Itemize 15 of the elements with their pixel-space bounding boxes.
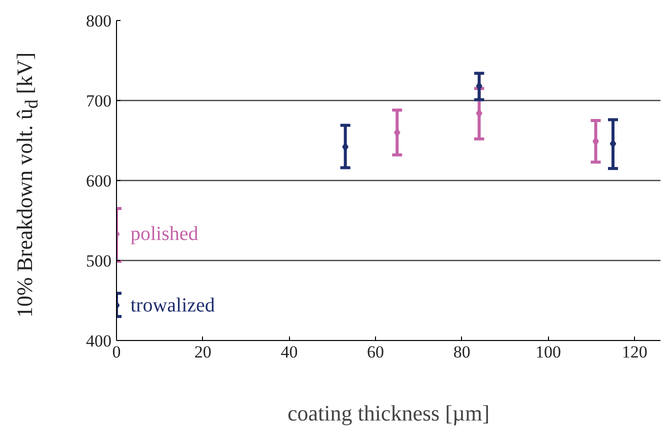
y-tick-label: 600 xyxy=(86,172,112,190)
x-tick-label: 40 xyxy=(280,342,298,362)
y-tick-label: 800 xyxy=(86,12,112,30)
y-tick-label: 700 xyxy=(86,92,112,110)
x-tick-label: 120 xyxy=(622,342,648,362)
x-tick-label: 80 xyxy=(453,342,470,362)
x-tick-label: 60 xyxy=(367,342,384,362)
x-tick-label: 20 xyxy=(194,342,212,362)
y-tick-label: 400 xyxy=(86,332,112,350)
y-tick-label: 500 xyxy=(86,252,112,270)
x-tick-label: 100 xyxy=(535,342,561,362)
x-tick-label: 0 xyxy=(112,342,121,362)
series-label: polished xyxy=(130,223,198,246)
x-axis-title: coating thickness [µm] xyxy=(287,400,490,426)
series-label: trowalized xyxy=(130,294,215,316)
